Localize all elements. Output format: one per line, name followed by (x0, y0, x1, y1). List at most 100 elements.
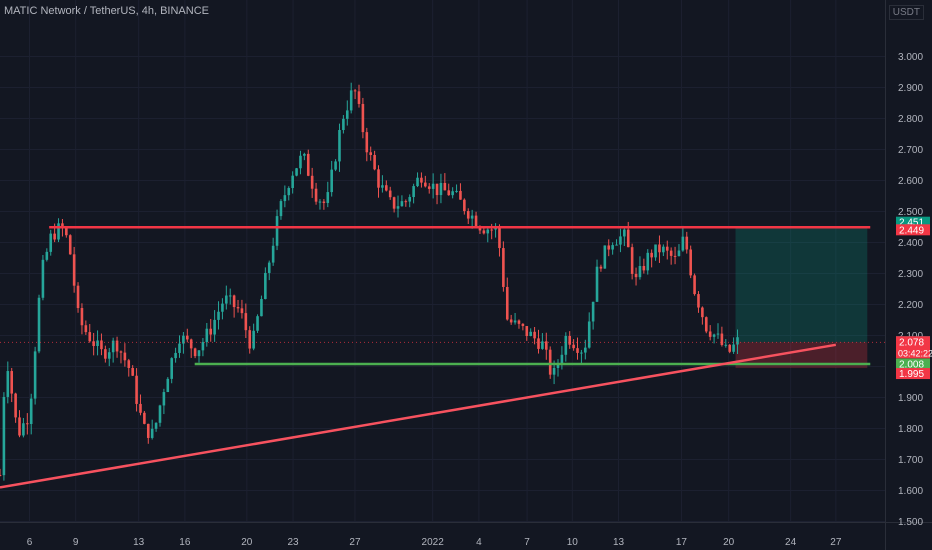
candle-body (228, 295, 232, 297)
candle-body (654, 244, 657, 258)
candle-body (537, 338, 540, 349)
price-tag-bg (896, 368, 930, 380)
candle-body (287, 188, 291, 196)
candle-body (455, 190, 458, 192)
candle-body (22, 423, 25, 436)
currency-unit[interactable]: USDT (888, 5, 924, 20)
candle-body (150, 428, 154, 438)
candle-body (96, 340, 99, 347)
candle-body (400, 201, 404, 207)
candle-body (443, 182, 447, 191)
candle-body (213, 319, 216, 335)
symbol-title: MATIC Network / TetherUS, 4h, BINANCE (4, 5, 209, 17)
candle-body (369, 152, 373, 155)
candle-body (193, 348, 197, 357)
candle-body (552, 367, 556, 375)
candle-body (0, 475, 2, 476)
candle-body (303, 153, 306, 156)
candle-body (420, 177, 423, 183)
candle-body (345, 110, 349, 119)
candle-body (584, 347, 587, 353)
x-tick-label: 27 (349, 537, 361, 548)
candle-body (10, 371, 14, 394)
profit-zone (735, 226, 868, 343)
candle-body (724, 344, 728, 346)
candle-body (267, 262, 271, 273)
candle-body (665, 246, 669, 251)
candle-body (349, 90, 353, 111)
candle-body (68, 235, 72, 255)
candle-body (197, 350, 201, 357)
y-tick-label: 3.000 (898, 52, 923, 63)
candle-body (385, 185, 388, 191)
candle-body (623, 229, 626, 237)
candle-body (225, 295, 228, 304)
candle-body (529, 331, 532, 337)
candle-body (2, 396, 6, 476)
candle-body (244, 313, 248, 331)
candle-body (416, 177, 419, 187)
long-position-tool[interactable] (735, 226, 868, 369)
x-tick-label: 2022 (422, 537, 445, 548)
candle-body (26, 423, 29, 425)
candle-body (299, 155, 302, 169)
candle-body (611, 245, 614, 250)
candle-body (404, 201, 408, 203)
candle-body (439, 182, 443, 196)
candle-body (271, 245, 275, 263)
y-tick-label: 2.600 (898, 176, 923, 187)
x-tick-label: 13 (613, 537, 625, 548)
price-tag-label: 1.995 (899, 369, 924, 380)
candle-body (18, 417, 21, 436)
candle-body (396, 206, 400, 209)
price-tag: 2.451 (896, 216, 930, 229)
candle-body (587, 321, 591, 348)
candle-body (486, 229, 490, 234)
candle-body (107, 352, 111, 359)
x-tick-label: 13 (133, 537, 145, 548)
price-tag: 2.008 (896, 358, 930, 371)
time-axis[interactable]: 6 9 13 16 20 23 27 2022 4 7 10 13 17 20 24 27 (27, 537, 842, 548)
candle-body (45, 251, 49, 260)
x-tick-label: 20 (241, 537, 253, 548)
drawings[interactable] (0, 226, 885, 489)
countdown-label: 03:42:22 (898, 348, 932, 358)
candle-body (502, 248, 505, 287)
candle-body (131, 367, 134, 376)
candle-body (306, 153, 310, 176)
candle-body (65, 228, 68, 236)
candle-body (353, 90, 357, 92)
candle-body (388, 190, 392, 198)
candle-body (373, 154, 376, 170)
candle-body (669, 250, 673, 256)
candle-body (595, 266, 599, 302)
candle-body (88, 332, 92, 342)
candle-body (170, 358, 173, 379)
candle-body (607, 245, 611, 250)
candle-body (252, 330, 255, 349)
candle-body (505, 286, 509, 320)
x-tick-label: 16 (179, 537, 191, 548)
candle-body (29, 398, 33, 424)
candle-body (626, 229, 630, 248)
candle-body (143, 412, 146, 424)
candle-body (381, 185, 384, 188)
y-tick-label: 2.800 (898, 114, 923, 125)
candle-body (295, 168, 298, 176)
candle-body (708, 331, 712, 337)
x-tick-label: 20 (723, 537, 735, 548)
candle-body (338, 130, 341, 162)
candle-body (115, 340, 119, 352)
price-axis[interactable]: 1.5001.6001.7001.8001.9002.0002.1002.200… (898, 52, 923, 528)
candle-body (580, 352, 583, 354)
candle-body (37, 297, 41, 352)
candle-body (186, 335, 189, 340)
price-tag-bg (896, 336, 930, 359)
candle-body (334, 161, 337, 170)
price-tag-bg (896, 216, 930, 228)
candle-body (392, 197, 396, 209)
candle-body (57, 223, 60, 240)
